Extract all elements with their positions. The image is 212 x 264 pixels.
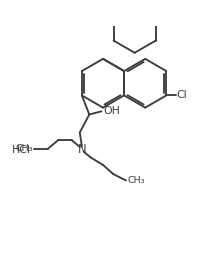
Text: CH₃: CH₃ bbox=[127, 176, 145, 185]
Text: N: N bbox=[78, 143, 86, 155]
Text: OH: OH bbox=[103, 106, 120, 116]
Text: HCl: HCl bbox=[12, 145, 31, 155]
Text: CH₃: CH₃ bbox=[16, 144, 33, 153]
Text: Cl: Cl bbox=[177, 91, 187, 100]
